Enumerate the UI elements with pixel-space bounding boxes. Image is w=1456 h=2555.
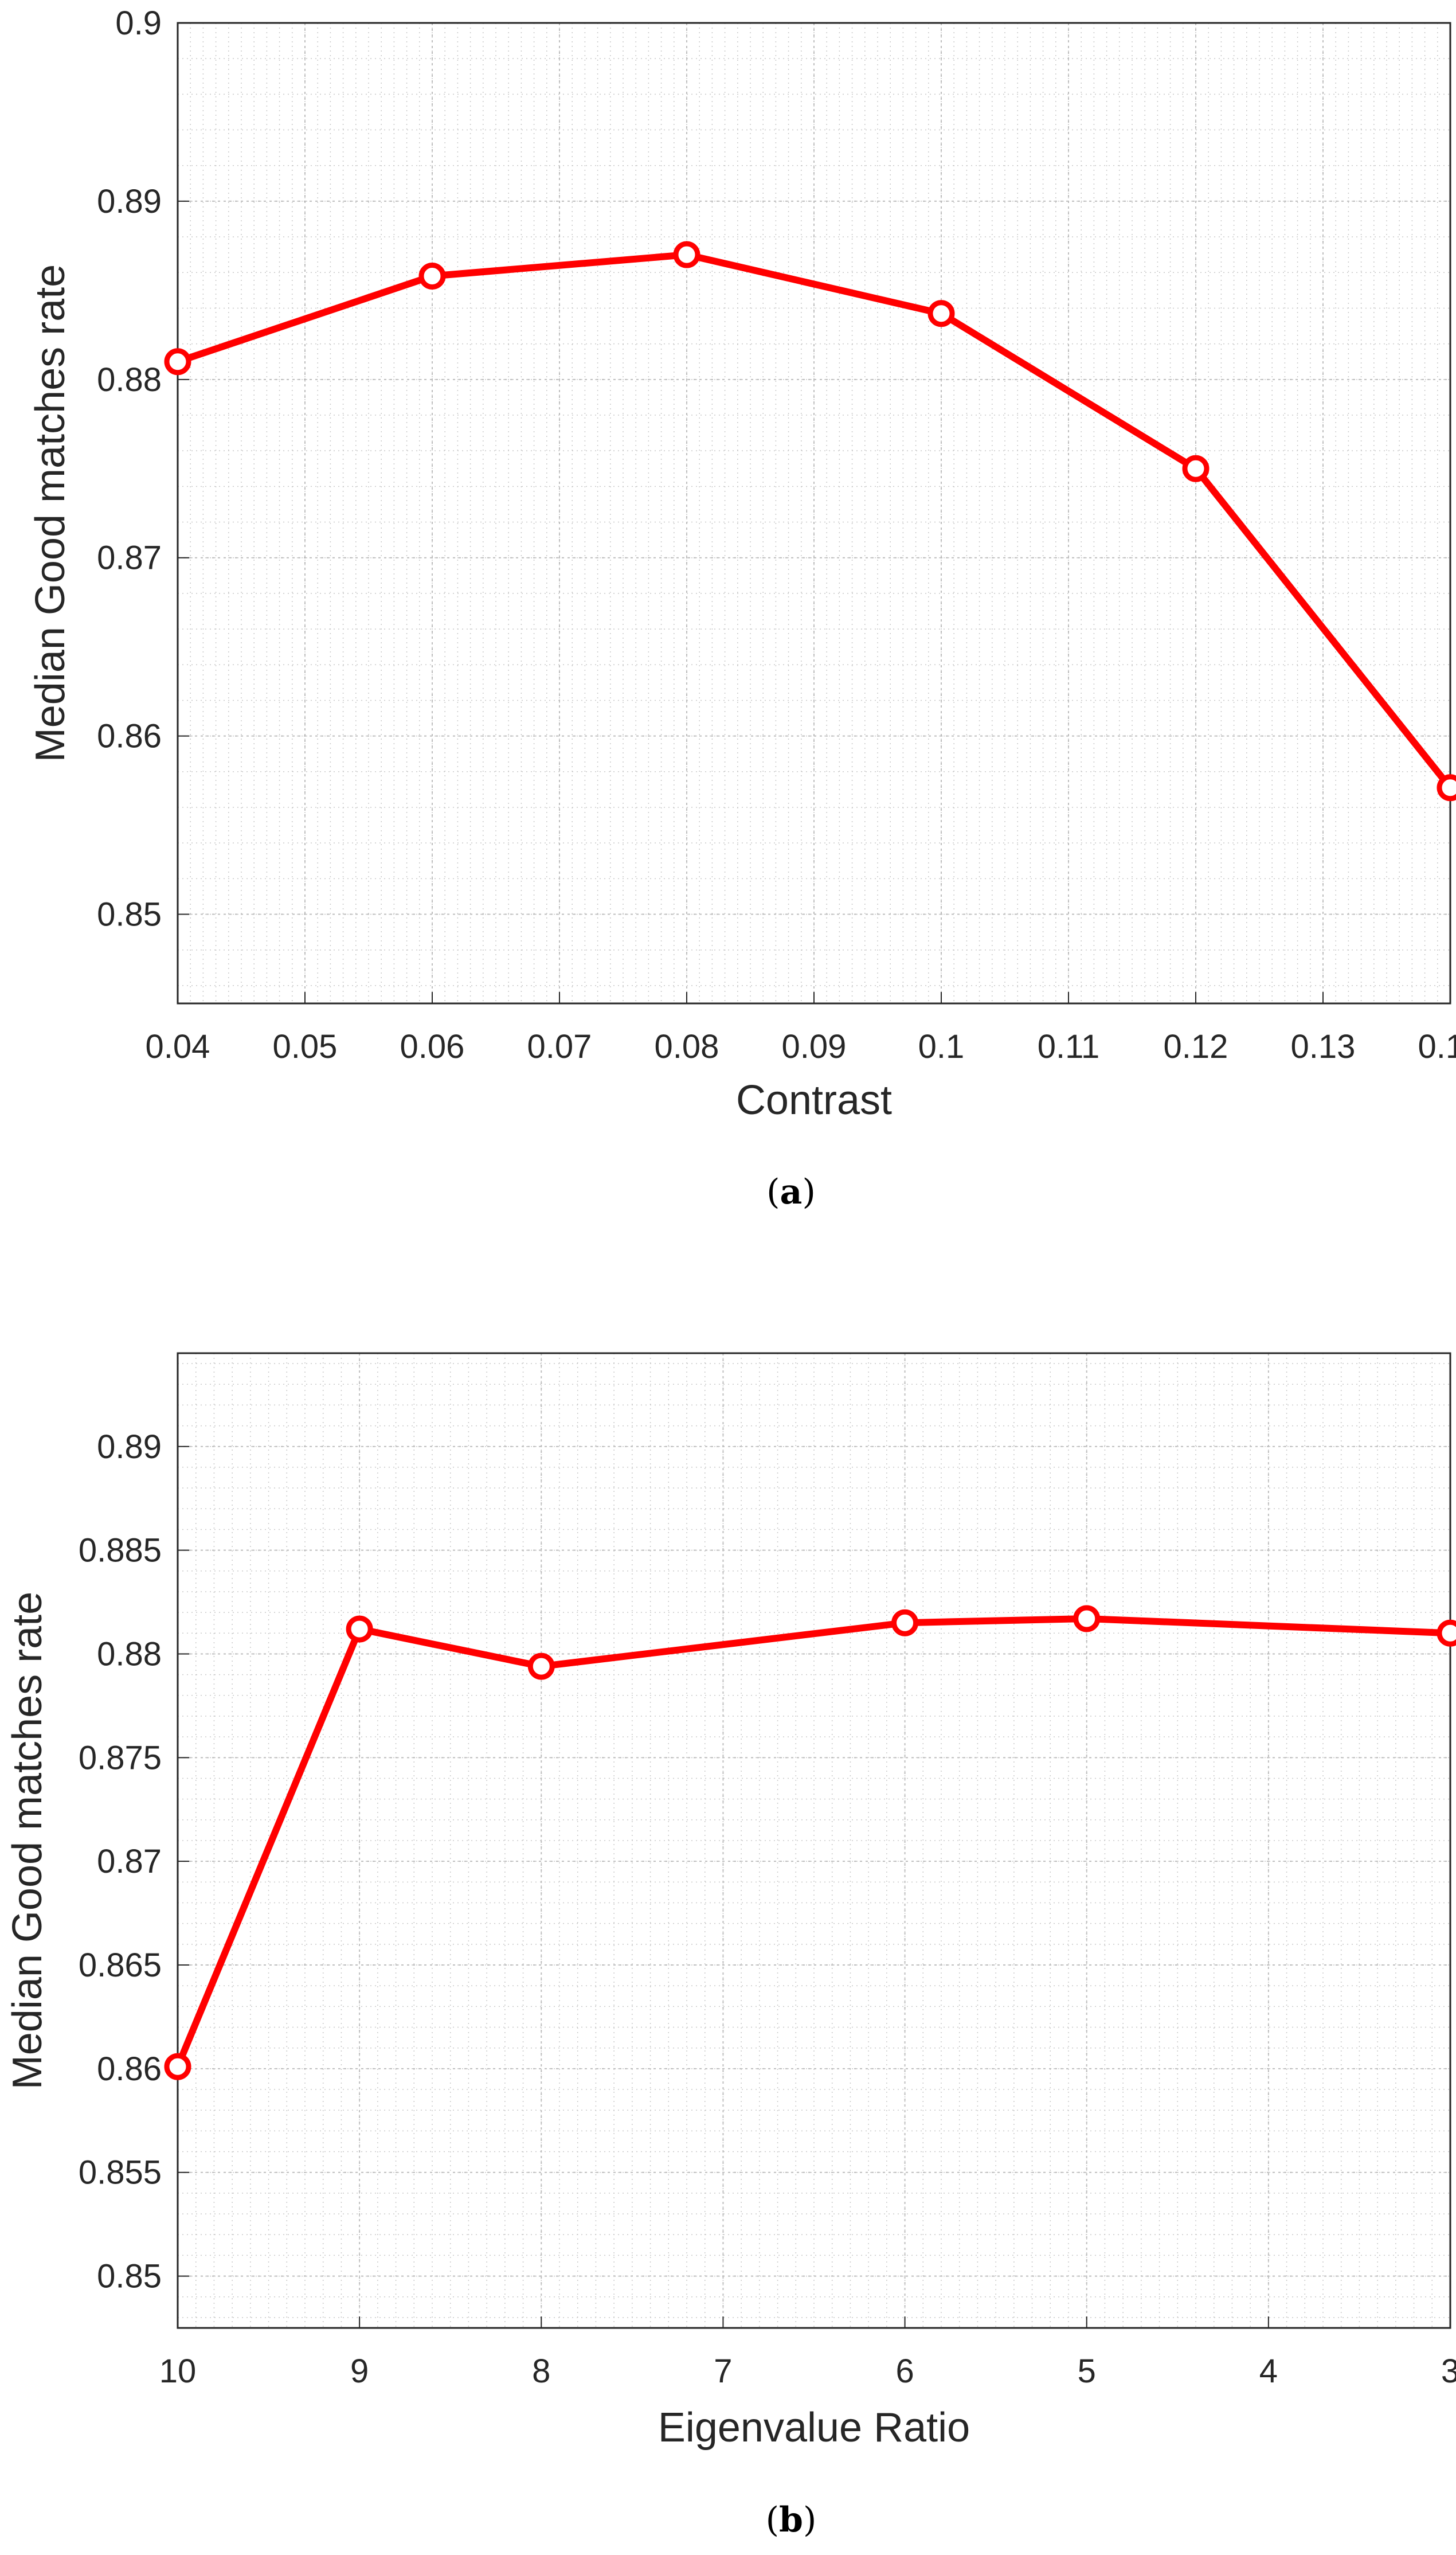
chart-panel-a: 0.04 0.05 0.06 0.07 0.08 0.09 0.1 0.11 0.12 0.13 0… bbox=[28, 5, 1456, 1212]
series-line-a-0 bbox=[174, 251, 1454, 791]
chart-panel-b: 10 9 8 7 6 5 4 3 0.85 0.855 0.86 0.865 0.87 0.875 0.88… bbox=[5, 1352, 1456, 2540]
x-tick-label-a-2: 0.06 bbox=[400, 1028, 465, 1065]
x-tick-label-a-3: 0.07 bbox=[527, 1028, 592, 1065]
y-tick-label-b-0: 0.85 bbox=[97, 2258, 162, 2295]
y-tick-label-b-3: 0.865 bbox=[79, 1947, 162, 1984]
y-axis-label-b: Median Good matches rate bbox=[5, 1592, 50, 2089]
ticks-a: 0.04 0.05 0.06 0.07 0.08 0.09 0.1 0.11 0.12 0.13 0… bbox=[97, 5, 1456, 1065]
series-b bbox=[164, 1605, 1456, 2080]
y-tick-label-b-5: 0.875 bbox=[79, 1739, 162, 1776]
grid-a bbox=[177, 22, 1451, 1003]
y-tick-label-b-1: 0.855 bbox=[79, 2154, 162, 2191]
x-tick-label-b-6: 4 bbox=[1259, 2353, 1278, 2390]
grid-b bbox=[177, 1353, 1451, 2328]
data-point-a-0-1 bbox=[418, 262, 446, 290]
y-tick-label-a-1: 0.86 bbox=[97, 718, 162, 755]
x-tick-label-a-0: 0.04 bbox=[146, 1028, 210, 1065]
data-point-b-0-1 bbox=[346, 1615, 373, 1643]
y-axis-label-a: Median Good matches rate bbox=[28, 264, 73, 762]
x-tick-label-a-1: 0.05 bbox=[273, 1028, 338, 1065]
series-line-b-0 bbox=[174, 1615, 1454, 2070]
caption-b: (b) bbox=[766, 2500, 817, 2540]
y-tick-label-a-3: 0.88 bbox=[97, 361, 162, 399]
x-tick-label-a-8: 0.12 bbox=[1164, 1028, 1228, 1065]
x-axis-label-a: Contrast bbox=[736, 1077, 892, 1123]
x-tick-label-b-4: 6 bbox=[895, 2353, 914, 2390]
x-tick-label-a-9: 0.13 bbox=[1291, 1028, 1356, 1065]
series-a bbox=[164, 241, 1456, 802]
x-tick-label-b-7: 3 bbox=[1441, 2353, 1456, 2390]
y-tick-label-a-0: 0.85 bbox=[97, 896, 162, 933]
x-tick-label-b-5: 5 bbox=[1078, 2353, 1096, 2390]
y-tick-label-b-4: 0.87 bbox=[97, 1843, 162, 1880]
data-point-a-0-4 bbox=[1182, 455, 1210, 482]
y-tick-label-b-6: 0.88 bbox=[97, 1635, 162, 1673]
y-tick-label-a-2: 0.87 bbox=[97, 540, 162, 577]
data-point-b-0-4 bbox=[1073, 1605, 1101, 1632]
x-tick-label-a-10: 0.14 bbox=[1418, 1028, 1456, 1065]
x-tick-label-a-7: 0.11 bbox=[1038, 1028, 1100, 1065]
data-point-b-0-2 bbox=[527, 1652, 555, 1680]
x-tick-label-a-6: 0.1 bbox=[918, 1028, 965, 1065]
x-tick-label-b-3: 7 bbox=[714, 2353, 732, 2390]
data-point-a-0-0 bbox=[164, 348, 191, 376]
y-tick-label-b-8: 0.89 bbox=[97, 1428, 162, 1466]
data-point-a-0-3 bbox=[927, 300, 955, 327]
ticks-b: 10 9 8 7 6 5 4 3 0.85 0.855 0.86 0.865 0.87 0.875 0.88… bbox=[79, 1428, 1456, 2390]
x-tick-label-b-0: 10 bbox=[159, 2353, 197, 2390]
data-point-a-0-5 bbox=[1437, 774, 1456, 802]
x-tick-label-b-1: 9 bbox=[350, 2353, 369, 2390]
data-point-b-0-0 bbox=[164, 2053, 191, 2080]
x-tick-label-a-5: 0.09 bbox=[782, 1028, 847, 1065]
y-tick-label-b-7: 0.885 bbox=[79, 1532, 162, 1569]
x-tick-label-b-2: 8 bbox=[532, 2353, 550, 2390]
data-point-a-0-2 bbox=[673, 241, 700, 268]
x-axis-label-b: Eigenvalue Ratio bbox=[658, 2405, 970, 2451]
y-tick-label-b-2: 0.86 bbox=[97, 2050, 162, 2088]
data-point-b-0-5 bbox=[1437, 1619, 1456, 1647]
plot-frame-b bbox=[177, 1352, 1451, 2329]
x-tick-label-a-4: 0.08 bbox=[655, 1028, 719, 1065]
y-tick-label-a-5: 0.9 bbox=[115, 5, 162, 42]
data-point-b-0-3 bbox=[891, 1609, 919, 1636]
y-tick-label-a-4: 0.89 bbox=[97, 183, 162, 220]
caption-a: (a) bbox=[766, 1172, 816, 1212]
